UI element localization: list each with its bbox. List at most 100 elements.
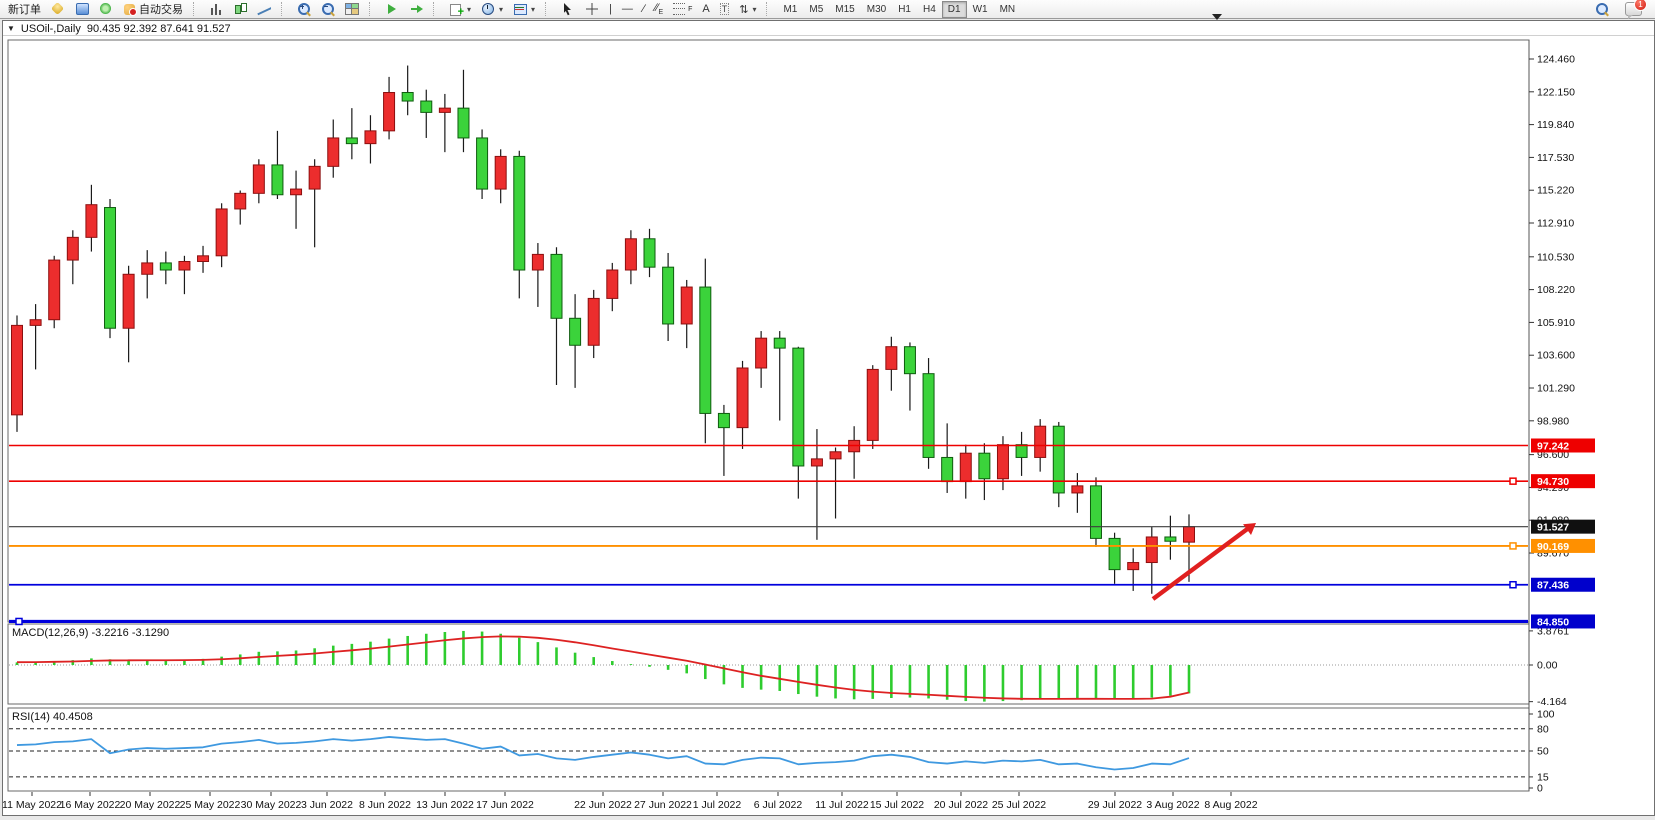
candle-8-Jul[interactable] — [755, 331, 768, 388]
candle-18-May[interactable] — [104, 199, 117, 339]
timeframe-h1[interactable]: H1 — [898, 3, 911, 15]
text-label-tool-button[interactable]: T — [715, 0, 735, 18]
candle-30-May[interactable] — [252, 159, 265, 204]
candle-20-May[interactable] — [141, 250, 154, 299]
candle-4-Aug[interactable] — [1108, 532, 1121, 584]
timeframe-m30[interactable]: M30 — [866, 3, 887, 15]
candle-24-May[interactable] — [178, 255, 191, 295]
candle-21-Jul[interactable] — [922, 358, 935, 469]
candle-21-Jun[interactable] — [531, 243, 544, 307]
hline-handle[interactable] — [1509, 542, 1517, 550]
text-tool-button[interactable]: A — [697, 0, 714, 18]
timeframe-d1[interactable]: D1 — [941, 0, 967, 18]
search-button[interactable] — [1590, 0, 1614, 18]
candle-8-Aug[interactable] — [1145, 527, 1158, 594]
auto-trading-button[interactable]: 自动交易 — [118, 0, 188, 18]
bar-chart-button[interactable] — [204, 0, 228, 18]
candle-27-Jun[interactable] — [606, 262, 619, 312]
arrows-tool-button[interactable]: ⇅ ▾ — [734, 0, 761, 18]
zoom-out-button[interactable] — [316, 0, 340, 18]
candle-3-Aug[interactable] — [1089, 477, 1102, 547]
candle-6-Jul[interactable] — [717, 404, 730, 476]
candle-7-Jul[interactable] — [736, 360, 749, 449]
timeframe-m1[interactable]: M1 — [783, 3, 798, 15]
candlestick-chart-button[interactable] — [228, 0, 252, 18]
candle-2-Aug[interactable] — [1071, 473, 1084, 513]
tile-windows-button[interactable] — [340, 0, 364, 18]
candle-22-Jun[interactable] — [550, 247, 563, 386]
candle-7-Jun[interactable] — [364, 115, 377, 164]
candle-16-May[interactable] — [66, 230, 79, 285]
line-chart-button[interactable] — [252, 0, 276, 18]
timeframe-w1[interactable]: W1 — [972, 3, 988, 15]
candle-1-Jul[interactable] — [680, 279, 693, 349]
chart-canvas[interactable]: 124.460 122.150 119.840 117.530 115.220 112.9… — [2, 36, 1652, 815]
candle-17-May[interactable] — [85, 184, 98, 252]
chart-profile-button[interactable] — [46, 0, 70, 18]
horizontal-line-tool-button[interactable]: — — [617, 0, 638, 18]
hline-handle[interactable] — [1509, 477, 1517, 485]
vertical-line-tool-button[interactable]: | — [604, 0, 617, 18]
period-button[interactable]: ▾ — [476, 0, 508, 18]
candle-13-Jun[interactable] — [438, 93, 451, 153]
timeframe-mn[interactable]: MN — [999, 3, 1016, 15]
timeframe-h4[interactable]: H4 — [922, 3, 936, 15]
candle-29-Jun[interactable] — [643, 228, 656, 278]
market-watch-button[interactable] — [70, 0, 94, 18]
candle-24-Jun[interactable] — [587, 289, 600, 359]
candle-1-Aug[interactable] — [1052, 421, 1065, 508]
candle-9-Jun[interactable] — [401, 65, 414, 116]
candle-26-Jul[interactable] — [978, 443, 991, 501]
candle-23-Jun[interactable] — [569, 294, 582, 388]
candle-25-May[interactable] — [197, 245, 210, 273]
candle-31-May[interactable] — [271, 130, 284, 200]
candle-10-Jun[interactable] — [420, 89, 433, 138]
candle-9-Aug[interactable] — [1164, 515, 1177, 560]
auto-scroll-button[interactable] — [380, 0, 404, 18]
fibonacci-tool-button[interactable]: F — [668, 0, 697, 18]
candle-12-May[interactable] — [29, 304, 42, 370]
candle-14-Jun[interactable] — [457, 69, 470, 153]
chart-title-bar[interactable]: ▼ USOil-,Daily 90.435 92.392 87.641 91.5… — [3, 21, 1654, 36]
candle-11-Jul[interactable] — [773, 331, 786, 421]
candle-14-Jul[interactable] — [829, 447, 842, 519]
candle-19-May[interactable] — [122, 265, 135, 363]
timeframe-m15[interactable]: M15 — [835, 3, 855, 15]
candle-19-Jul[interactable] — [885, 336, 898, 391]
notifications-button[interactable]: 1 — [1620, 0, 1647, 19]
hline-handle[interactable] — [15, 617, 23, 626]
zoom-in-button[interactable] — [292, 0, 316, 18]
trendline-tool-button[interactable]: ∕ — [638, 0, 650, 18]
candle-18-Jul[interactable] — [866, 365, 879, 449]
candle-13-May[interactable] — [48, 255, 61, 329]
candle-27-May[interactable] — [234, 190, 247, 225]
candle-11-May[interactable] — [11, 315, 23, 432]
candle-6-Jun[interactable] — [345, 108, 358, 160]
channel-tool-button[interactable]: ∕∕E — [650, 0, 668, 18]
candle-12-Jul[interactable] — [792, 346, 805, 499]
new-order-button[interactable]: 新订单 — [3, 0, 46, 18]
timeframe-m5[interactable]: M5 — [809, 3, 824, 15]
hline-handle[interactable] — [1509, 580, 1517, 589]
add-indicator-button[interactable]: ▾ — [444, 0, 476, 18]
candle-30-Jun[interactable] — [662, 252, 675, 342]
chart-shift-marker[interactable] — [1212, 14, 1222, 20]
candle-3-Jun[interactable] — [327, 119, 340, 178]
candle-5-Aug[interactable] — [1127, 548, 1140, 591]
cursor-tool-button[interactable] — [556, 0, 580, 18]
candle-16-Jun[interactable] — [494, 149, 507, 204]
candle-13-Jul[interactable] — [810, 429, 823, 540]
candle-28-Jun[interactable] — [624, 230, 637, 285]
candle-26-May[interactable] — [215, 203, 228, 268]
candle-17-Jun[interactable] — [513, 150, 526, 299]
candle-28-Jul[interactable] — [1015, 431, 1028, 476]
candle-15-Jun[interactable] — [476, 129, 489, 200]
chart-shift-button[interactable] — [404, 0, 428, 18]
candle-20-Jul[interactable] — [903, 342, 916, 411]
candle-1-Jun[interactable] — [290, 170, 303, 229]
trend-arrow[interactable] — [1151, 523, 1256, 601]
candle-8-Jun[interactable] — [383, 76, 396, 140]
template-button[interactable]: ▾ — [508, 0, 540, 18]
candle-5-Jul[interactable] — [699, 258, 712, 444]
crosshair-tool-button[interactable] — [580, 0, 604, 18]
